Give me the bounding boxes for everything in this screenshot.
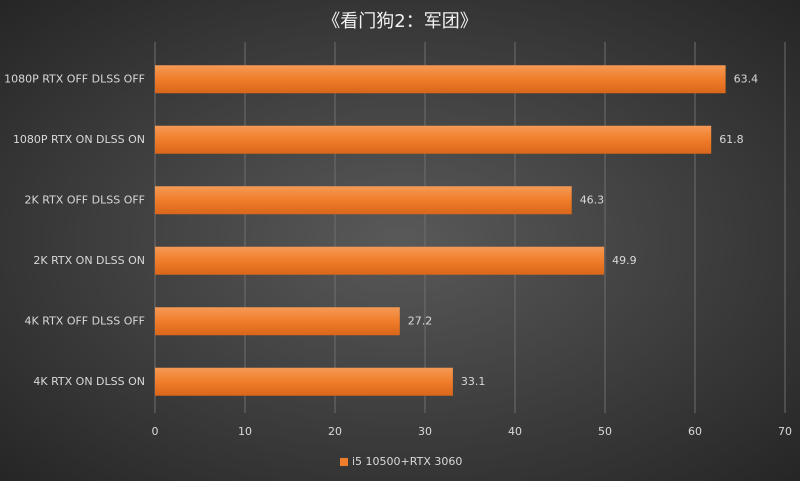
data-label: 63.4 (734, 72, 759, 85)
legend-label: i5 10500+RTX 3060 (352, 455, 462, 468)
x-tick-label: 40 (508, 425, 522, 438)
legend-swatch (340, 458, 348, 466)
y-tick-label: 1080P RTX ON DLSS ON (13, 133, 145, 146)
y-tick-label: 1080P RTX OFF DLSS OFF (4, 72, 145, 85)
x-tick-label: 50 (598, 425, 612, 438)
x-tick-label: 30 (418, 425, 432, 438)
data-label: 46.3 (580, 193, 605, 206)
data-label: 61.8 (719, 133, 744, 146)
y-tick-label: 4K RTX ON DLSS ON (33, 375, 145, 388)
chart-title: 《看门狗2：军团》 (322, 11, 477, 32)
y-tick-label: 2K RTX ON DLSS ON (33, 254, 145, 267)
bar (155, 367, 453, 396)
bar (155, 65, 726, 94)
x-tick-label: 70 (778, 425, 792, 438)
y-tick-label: 4K RTX OFF DLSS OFF (25, 314, 145, 327)
y-tick-label: 2K RTX OFF DLSS OFF (25, 193, 145, 206)
data-label: 27.2 (408, 314, 433, 327)
bar (155, 186, 572, 215)
bar (155, 307, 400, 336)
x-tick-label: 0 (152, 425, 159, 438)
bar (155, 125, 712, 154)
bar (155, 246, 605, 275)
x-tick-label: 60 (688, 425, 702, 438)
data-label: 49.9 (612, 254, 637, 267)
x-tick-label: 20 (328, 425, 342, 438)
x-tick-label: 10 (238, 425, 252, 438)
data-label: 33.1 (461, 375, 486, 388)
